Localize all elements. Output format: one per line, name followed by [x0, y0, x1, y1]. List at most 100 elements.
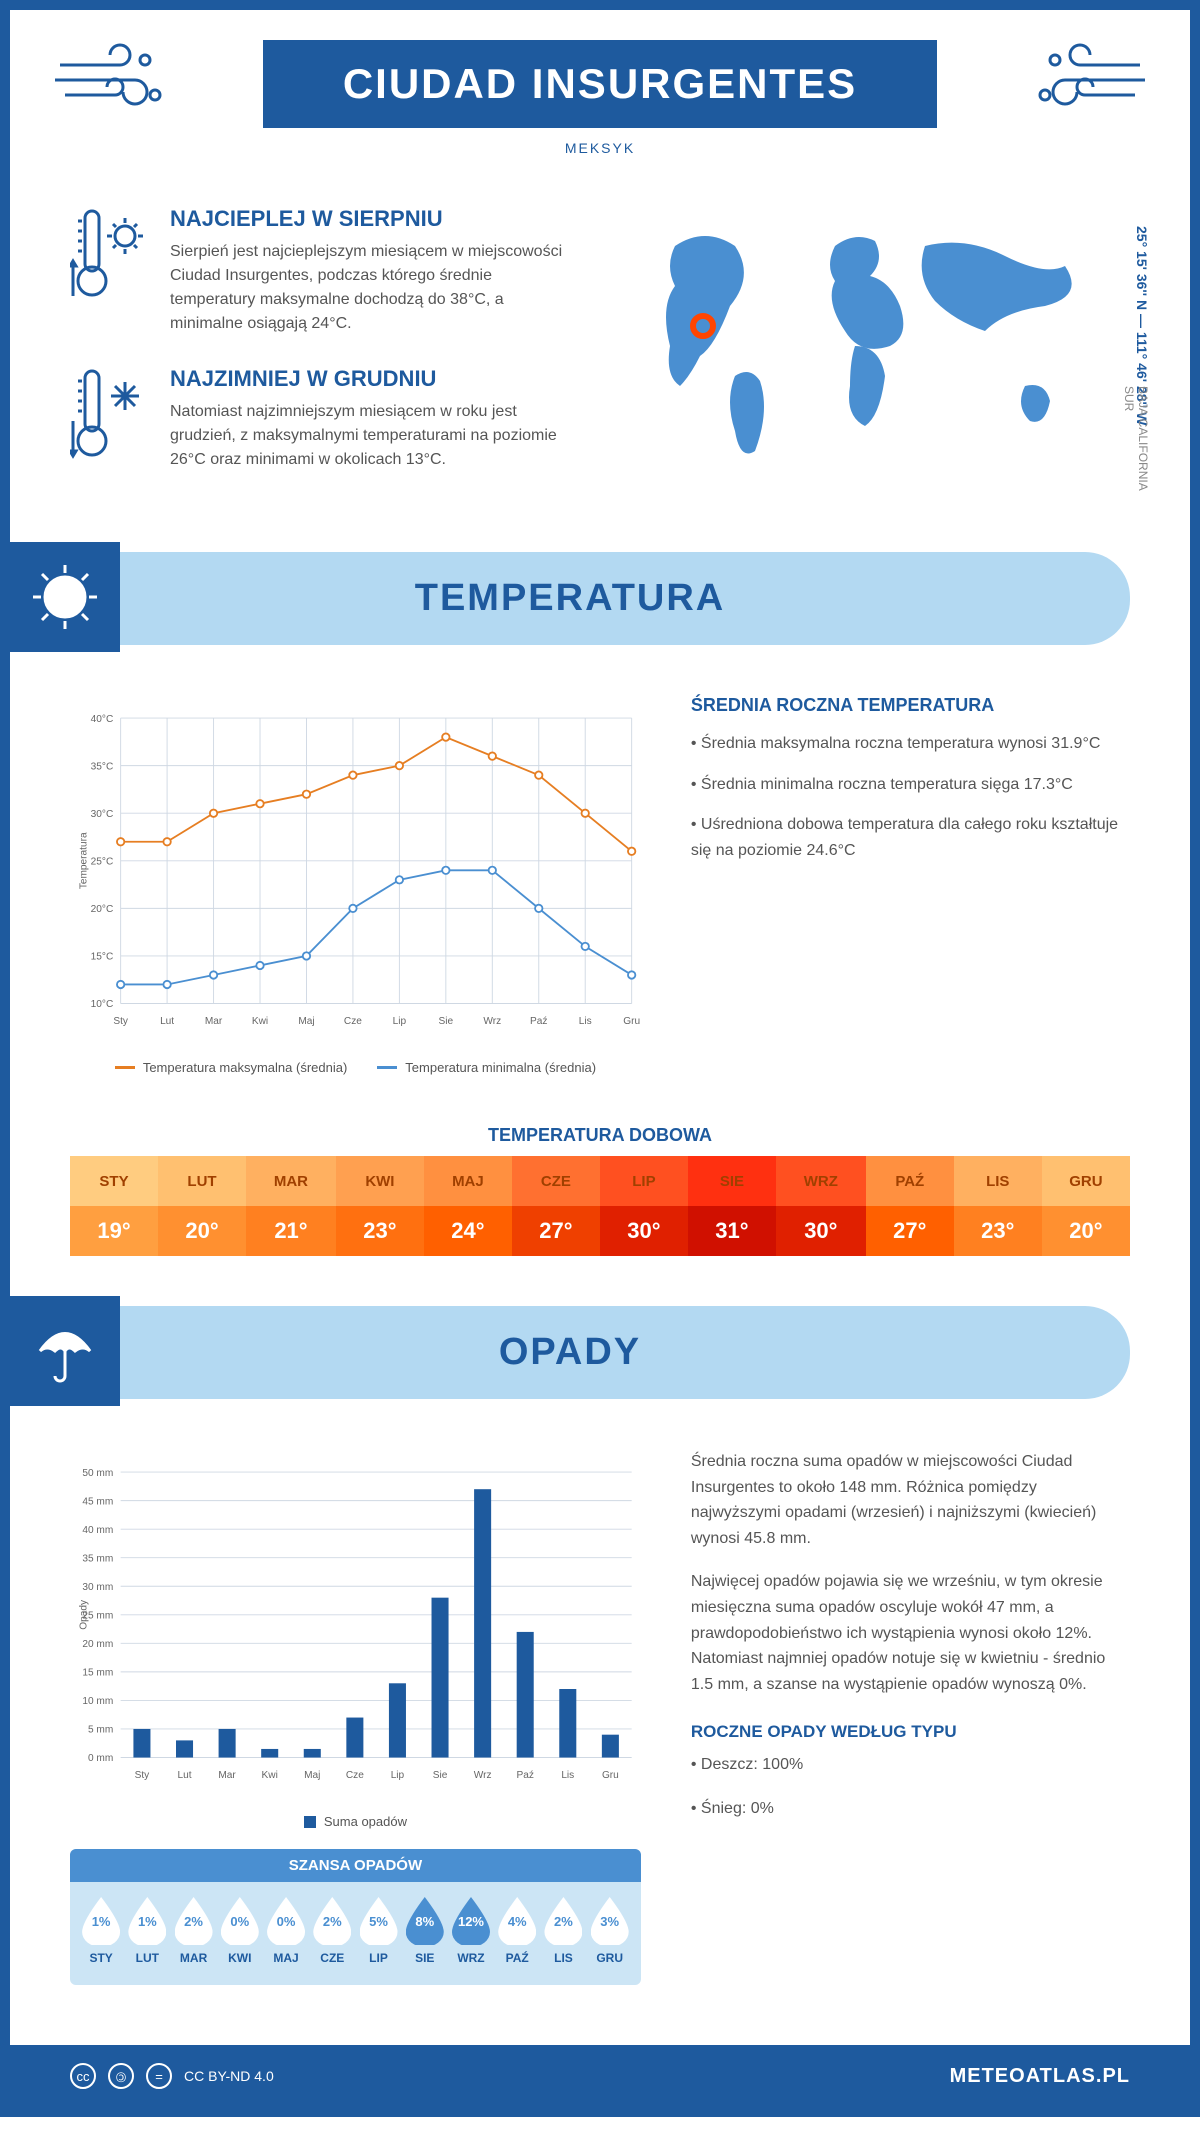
daily-temp-month: LIP: [600, 1156, 688, 1206]
raindrop-icon: 1%: [128, 1897, 166, 1945]
svg-text:Temperatura: Temperatura: [79, 832, 90, 889]
daily-temp-value: 31°: [688, 1206, 776, 1256]
footer: cc 🄯 = CC BY-ND 4.0 METEOATLAS.PL: [10, 2045, 1190, 2107]
daily-temp-month: MAJ: [424, 1156, 512, 1206]
chance-item: 2% CZE: [313, 1897, 351, 1965]
precip-legend: Suma opadów: [70, 1814, 641, 1829]
svg-text:Maj: Maj: [304, 1770, 320, 1781]
chance-month: LIS: [544, 1951, 582, 1965]
page: CIUDAD INSURGENTES MEKSYK: [0, 0, 1200, 2117]
raindrop-icon: 4%: [498, 1897, 536, 1945]
precip-p1: Średnia roczna suma opadów w miejscowośc…: [691, 1449, 1130, 1551]
world-map-icon: [620, 206, 1130, 486]
thermometer-sun-icon: [70, 206, 150, 336]
thermometer-snow-icon: [70, 366, 150, 472]
temperature-section-header: TEMPERATURA: [10, 552, 1130, 645]
svg-text:Lip: Lip: [391, 1770, 405, 1781]
temperature-content: 10°C15°C20°C25°C30°C35°C40°CStyLutMarKwi…: [10, 665, 1190, 1105]
temp-facts-title: ŚREDNIA ROCZNA TEMPERATURA: [691, 695, 1130, 716]
svg-text:20 mm: 20 mm: [82, 1639, 113, 1650]
chance-month: MAJ: [267, 1951, 305, 1965]
coldest-fact: NAJZIMNIEJ W GRUDNIU Natomiast najzimnie…: [70, 366, 580, 472]
chance-month: LUT: [128, 1951, 166, 1965]
svg-text:40°C: 40°C: [91, 714, 114, 725]
svg-text:15 mm: 15 mm: [82, 1668, 113, 1679]
svg-text:10 mm: 10 mm: [82, 1696, 113, 1707]
daily-temp-month: WRZ: [776, 1156, 866, 1206]
daily-temp-month: PAŹ: [866, 1156, 954, 1206]
warmest-heading: NAJCIEPLEJ W SIERPNIU: [170, 206, 580, 232]
svg-text:Sie: Sie: [433, 1770, 448, 1781]
raindrop-icon: 3%: [591, 1897, 629, 1945]
svg-text:Paź: Paź: [516, 1770, 533, 1781]
umbrella-icon: [10, 1296, 120, 1406]
raindrop-icon: 0%: [267, 1897, 305, 1945]
daily-temp-month: LIS: [954, 1156, 1042, 1206]
by-icon: 🄯: [108, 2063, 134, 2089]
daily-temp-value: 23°: [954, 1206, 1042, 1256]
svg-text:30 mm: 30 mm: [82, 1582, 113, 1593]
daily-temp-month: MAR: [246, 1156, 336, 1206]
chance-month: MAR: [175, 1951, 213, 1965]
header: CIUDAD INSURGENTES MEKSYK: [10, 10, 1190, 176]
precip-type-title: ROCZNE OPADY WEDŁUG TYPU: [691, 1722, 1130, 1742]
daily-temp-value: 23°: [336, 1206, 424, 1256]
coldest-heading: NAJZIMNIEJ W GRUDNIU: [170, 366, 580, 392]
svg-text:Kwi: Kwi: [262, 1770, 278, 1781]
precip-text: Średnia roczna suma opadów w miejscowośc…: [691, 1449, 1130, 1985]
chance-item: 1% LUT: [128, 1897, 166, 1965]
daily-temp-value: 21°: [246, 1206, 336, 1256]
svg-text:Cze: Cze: [344, 1016, 362, 1027]
chance-month: CZE: [313, 1951, 351, 1965]
precip-legend-label: Suma opadów: [324, 1814, 407, 1829]
chance-month: SIE: [406, 1951, 444, 1965]
wind-icon-right: [1030, 40, 1150, 125]
warmest-fact: NAJCIEPLEJ W SIERPNIU Sierpień jest najc…: [70, 206, 580, 336]
chance-month: PAŹ: [498, 1951, 536, 1965]
chance-item: 12% WRZ: [452, 1897, 490, 1965]
footer-license: cc 🄯 = CC BY-ND 4.0: [70, 2063, 274, 2089]
raindrop-icon: 5%: [360, 1897, 398, 1945]
svg-text:40 mm: 40 mm: [82, 1525, 113, 1536]
legend-max-label: Temperatura maksymalna (średnia): [143, 1060, 347, 1075]
raindrop-icon: 1%: [82, 1897, 120, 1945]
svg-text:Sty: Sty: [113, 1016, 129, 1027]
precip-content: 0 mm5 mm10 mm15 mm20 mm25 mm30 mm35 mm40…: [10, 1419, 1190, 2015]
region-label: BAJA CALIFORNIA SUR: [1122, 386, 1150, 502]
svg-text:35°C: 35°C: [91, 761, 114, 772]
chance-item: 8% SIE: [406, 1897, 444, 1965]
chance-month: GRU: [591, 1951, 629, 1965]
temperature-chart: 10°C15°C20°C25°C30°C35°C40°CStyLutMarKwi…: [70, 695, 641, 1075]
svg-text:Lis: Lis: [561, 1770, 574, 1781]
svg-text:45 mm: 45 mm: [82, 1496, 113, 1507]
svg-text:Mar: Mar: [205, 1016, 223, 1027]
daily-temp-title: TEMPERATURA DOBOWA: [10, 1125, 1190, 1146]
svg-text:50 mm: 50 mm: [82, 1468, 113, 1479]
svg-text:30°C: 30°C: [91, 809, 114, 820]
svg-text:Opady: Opady: [79, 1599, 90, 1630]
svg-text:Paź: Paź: [530, 1016, 547, 1027]
svg-text:Lut: Lut: [177, 1770, 191, 1781]
raindrop-icon: 2%: [313, 1897, 351, 1945]
svg-text:Cze: Cze: [346, 1770, 364, 1781]
overview-facts: NAJCIEPLEJ W SIERPNIU Sierpień jest najc…: [70, 206, 580, 502]
svg-text:Wrz: Wrz: [474, 1770, 492, 1781]
wind-icon-left: [50, 40, 170, 125]
svg-text:10°C: 10°C: [91, 999, 114, 1010]
svg-text:Gru: Gru: [623, 1016, 640, 1027]
svg-text:Mar: Mar: [218, 1770, 236, 1781]
daily-temp-month: KWI: [336, 1156, 424, 1206]
chance-title: SZANSA OPADÓW: [70, 1849, 641, 1882]
temp-fact-item: • Średnia maksymalna roczna temperatura …: [691, 731, 1130, 757]
svg-text:Lut: Lut: [160, 1016, 174, 1027]
chance-item: 2% MAR: [175, 1897, 213, 1965]
daily-temp-value: 30°: [776, 1206, 866, 1256]
daily-temp-value: 20°: [158, 1206, 246, 1256]
svg-text:Maj: Maj: [298, 1016, 314, 1027]
chance-item: 2% LIS: [544, 1897, 582, 1965]
chance-item: 1% STY: [82, 1897, 120, 1965]
chance-item: 0% KWI: [221, 1897, 259, 1965]
temperature-title: TEMPERATURA: [70, 577, 1070, 620]
precip-section-header: OPADY: [10, 1306, 1130, 1399]
map-area: 25° 15' 36'' N — 111° 46' 28'' W BAJA CA…: [620, 206, 1130, 502]
